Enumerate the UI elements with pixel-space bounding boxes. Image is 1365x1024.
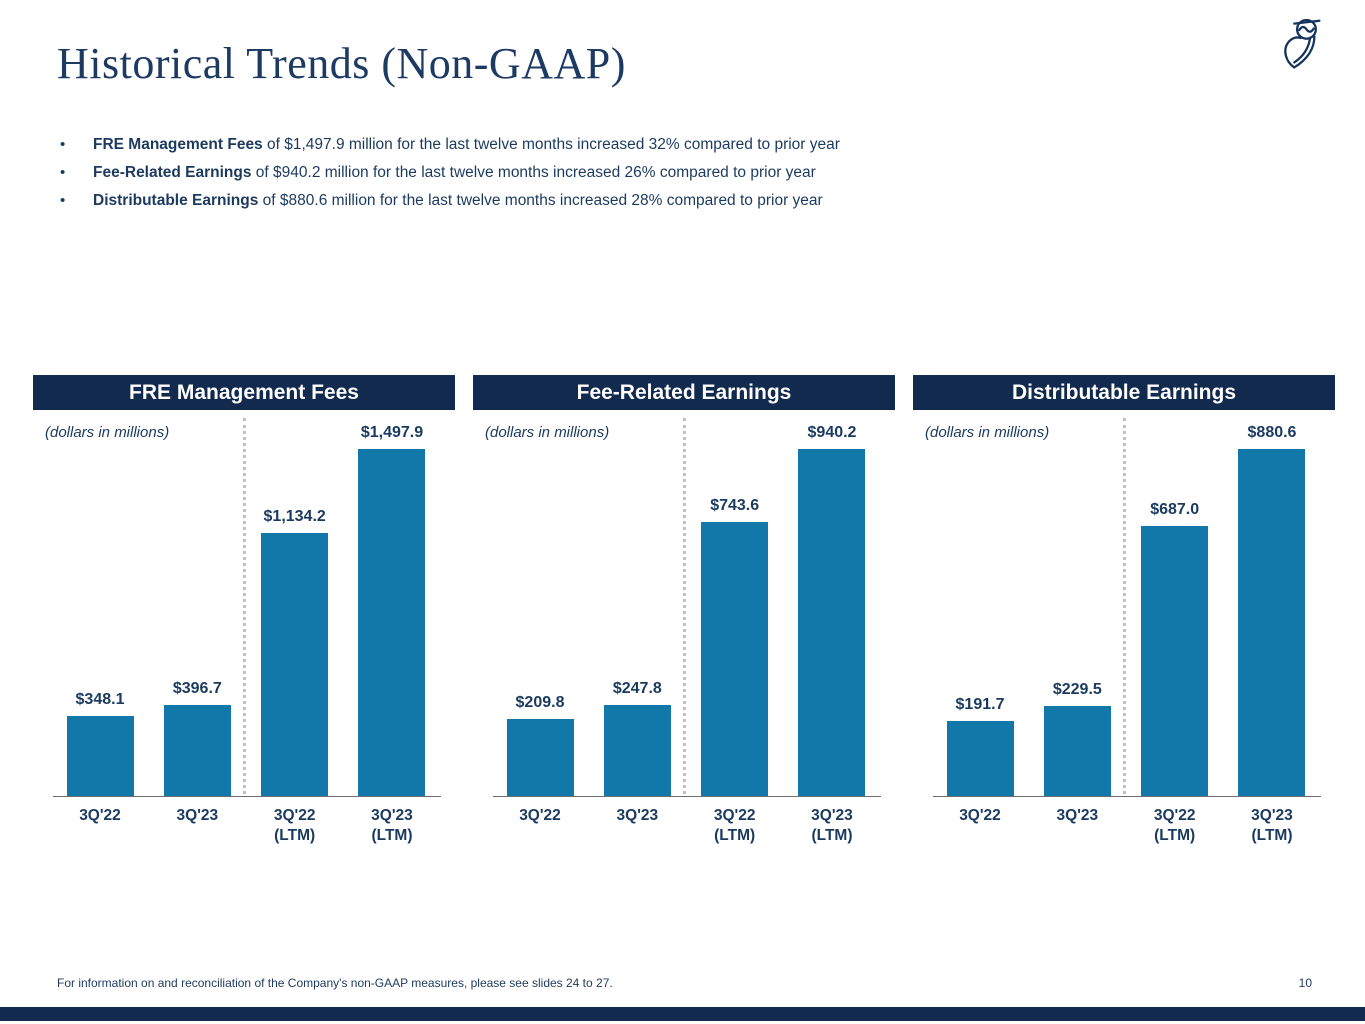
bar-value-label: $396.7: [172, 680, 222, 697]
bars-group: $191.7 $229.5 $687.0 $880.6: [933, 410, 1319, 797]
bar-column: $229.5: [1030, 681, 1124, 797]
bar: [1141, 526, 1209, 797]
x-axis-tick-label: 3Q'22: [959, 807, 1001, 824]
bar: [358, 449, 426, 797]
ltm-divider-dotted-line: [1123, 418, 1126, 794]
bar-value-label: $743.6: [710, 497, 760, 514]
page-title: Historical Trends (Non-GAAP): [57, 39, 626, 88]
x-axis-tick-label: 3Q'22: [79, 807, 121, 824]
bar-column: $1,134.2: [248, 508, 342, 797]
x-axis-tick-label: 3Q'22 (LTM): [713, 807, 756, 844]
bar-value-label: $880.6: [1247, 424, 1297, 441]
bar-column: $247.8: [590, 680, 684, 797]
bar-value-label: $229.5: [1052, 681, 1102, 698]
x-axis-line: [933, 796, 1321, 797]
x-axis-tick-label: 3Q'22 (LTM): [273, 807, 316, 844]
x-axis-tick-label: 3Q'22: [519, 807, 561, 824]
bar: [261, 533, 329, 797]
x-axis-tick-label: 3Q'22 (LTM): [1153, 807, 1196, 844]
bar-column: $743.6: [688, 497, 782, 797]
bar: [1043, 706, 1111, 797]
bullet-lead: Fee-Related Earnings: [93, 164, 252, 181]
x-axis-labels: 3Q'22 3Q'23 3Q'22 (LTM) 3Q'23 (LTM): [913, 797, 1335, 846]
units-label: (dollars in millions): [45, 424, 170, 441]
ltm-divider-dotted-line: [243, 418, 246, 794]
bullet-item: Distributable Earnings of $880.6 million…: [57, 187, 1325, 215]
chart-plot-area: (dollars in millions) $348.1 $396.7 $1,134.…: [33, 410, 455, 797]
page-number: 10: [1298, 976, 1312, 990]
x-axis-tick-label: 3Q'23 (LTM): [371, 807, 413, 844]
chart-panel: Distributable Earnings (dollars in millio…: [913, 375, 1335, 846]
chart-panel: Fee-Related Earnings (dollars in millions…: [473, 375, 895, 846]
bar-value-label: $1,497.9: [360, 424, 424, 441]
x-axis-line: [493, 796, 881, 797]
x-axis-tick-label: 3Q'23 (LTM): [811, 807, 853, 844]
bar-value-label: $940.2: [807, 424, 857, 441]
bullet-list: FRE Management Fees of $1,497.9 million …: [57, 131, 1325, 215]
bar: [798, 449, 866, 797]
x-axis-labels: 3Q'22 3Q'23 3Q'22 (LTM) 3Q'23 (LTM): [473, 797, 895, 846]
footnote: For information on and reconciliation of…: [57, 976, 613, 990]
x-axis-tick-label: 3Q'23 (LTM): [1251, 807, 1293, 844]
chart-title: Distributable Earnings: [913, 375, 1335, 410]
bullet-lead: FRE Management Fees: [93, 136, 263, 153]
bar: [163, 705, 231, 797]
bars-group: $348.1 $396.7 $1,134.2 $1,497.9: [53, 410, 439, 797]
bar-column: $209.8: [493, 694, 587, 797]
bar-column: $191.7: [933, 696, 1027, 797]
bar-value-label: $1,134.2: [263, 508, 326, 525]
bar: [946, 721, 1014, 797]
charts-row: FRE Management Fees (dollars in millions)…: [33, 375, 1335, 846]
bar: [1238, 449, 1306, 797]
footer-accent-bar: [0, 1007, 1365, 1021]
x-axis-line: [53, 796, 441, 797]
bar: [701, 522, 769, 797]
bar-column: $687.0: [1128, 501, 1222, 797]
bar: [66, 716, 134, 797]
x-axis-labels: 3Q'22 3Q'23 3Q'22 (LTM) 3Q'23 (LTM): [33, 797, 455, 846]
bar-value-label: $687.0: [1150, 501, 1200, 518]
bar: [603, 705, 671, 797]
bar-column: $880.6: [1225, 424, 1319, 797]
chart-panel: FRE Management Fees (dollars in millions)…: [33, 375, 455, 846]
bar-value-label: $247.8: [612, 680, 662, 697]
owl-logo-icon: [1284, 18, 1321, 69]
chart-title: Fee-Related Earnings: [473, 375, 895, 410]
units-label: (dollars in millions): [485, 424, 610, 441]
bar-value-label: $191.7: [955, 696, 1005, 713]
ltm-divider-dotted-line: [683, 418, 686, 794]
units-label: (dollars in millions): [925, 424, 1050, 441]
chart-plot-area: (dollars in millions) $191.7 $229.5 $687.0 $…: [913, 410, 1335, 797]
bars-group: $209.8 $247.8 $743.6 $940.2: [493, 410, 879, 797]
chart-plot-area: (dollars in millions) $209.8 $247.8 $743.6 $…: [473, 410, 895, 797]
bar-column: $1,497.9: [345, 424, 439, 797]
bullet-item: FRE Management Fees of $1,497.9 million …: [57, 131, 1325, 159]
bullet-lead: Distributable Earnings: [93, 192, 259, 209]
x-axis-tick-label: 3Q'23: [176, 807, 219, 824]
bar-column: $348.1: [53, 691, 147, 797]
x-axis-tick-label: 3Q'23: [1056, 807, 1099, 824]
bar: [506, 719, 574, 797]
bar-column: $940.2: [785, 424, 879, 797]
bullet-item: Fee-Related Earnings of $940.2 million f…: [57, 159, 1325, 187]
chart-title: FRE Management Fees: [33, 375, 455, 410]
bar-value-label: $209.8: [515, 694, 565, 711]
bar-value-label: $348.1: [75, 691, 125, 708]
x-axis-tick-label: 3Q'23: [616, 807, 659, 824]
bar-column: $396.7: [150, 680, 244, 797]
